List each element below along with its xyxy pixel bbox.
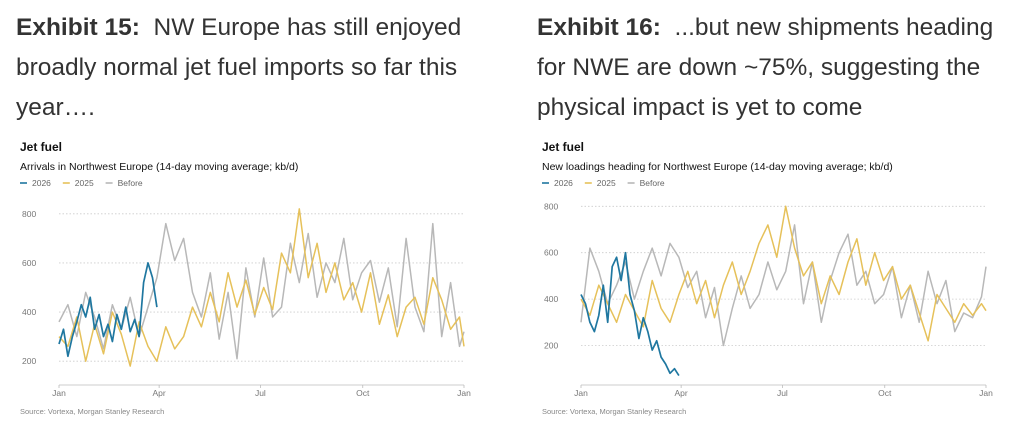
series-line-before [580,224,987,347]
x-tick-label: Jan [52,388,66,398]
legend-label-before: Before [640,178,665,188]
series-line-before [58,222,465,360]
exhibit-16-caption: ...but new shipments heading for NWE are… [537,14,994,121]
exhibit-15-caption: NW Europe has still enjoyed broadly norm… [16,14,462,121]
legend-label-before: Before [118,178,143,188]
chart-title: Jet fuel [542,140,584,154]
y-tick-label: 600 [22,258,36,268]
series-line-2026 [580,251,680,377]
y-tick-label: 400 [22,307,36,317]
loadings-chart: Jet fuel New loadings heading for Northwe… [542,140,993,416]
chart-source: Source: Vortexa, Morgan Stanley Research [20,407,164,416]
exhibit-16-label: Exhibit 16: [537,14,661,41]
x-tick-label: Jan [574,388,588,398]
y-tick-label: 400 [544,294,558,304]
x-tick-label: Jan [979,388,993,398]
x-tick-label: Jan [457,388,471,398]
legend-label-2026: 2026 [32,178,51,188]
x-tick-label: Jul [777,388,788,398]
x-tick-label: Oct [878,388,892,398]
series-line-2026 [58,262,158,358]
legend-label-2025: 2025 [597,178,616,188]
y-tick-label: 200 [22,356,36,366]
x-tick-label: Apr [675,388,688,398]
chart-title: Jet fuel [20,140,62,154]
y-tick-label: 800 [22,209,36,219]
exhibit-15-heading: Exhibit 15: NW Europe has still enjoyed … [16,8,496,128]
series-line-2025 [58,208,465,367]
series-line-2025 [580,205,987,342]
exhibit-16-heading: Exhibit 16: ...but new shipments heading… [537,8,1017,128]
exhibit-15-label: Exhibit 15: [16,14,140,41]
arrivals-chart: Jet fuel Arrivals in Northwest Europe (14… [20,140,471,416]
chart-subtitle: New loadings heading for Northwest Europ… [542,161,893,173]
chart-source: Source: Vortexa, Morgan Stanley Research [542,407,686,416]
legend-label-2025: 2025 [75,178,94,188]
y-tick-label: 600 [544,248,558,258]
y-tick-label: 200 [544,340,558,350]
y-tick-label: 800 [544,201,558,211]
x-tick-label: Apr [153,388,166,398]
chart-subtitle: Arrivals in Northwest Europe (14-day mov… [20,161,298,173]
x-tick-label: Jul [255,388,266,398]
legend-label-2026: 2026 [554,178,573,188]
x-tick-label: Oct [356,388,370,398]
